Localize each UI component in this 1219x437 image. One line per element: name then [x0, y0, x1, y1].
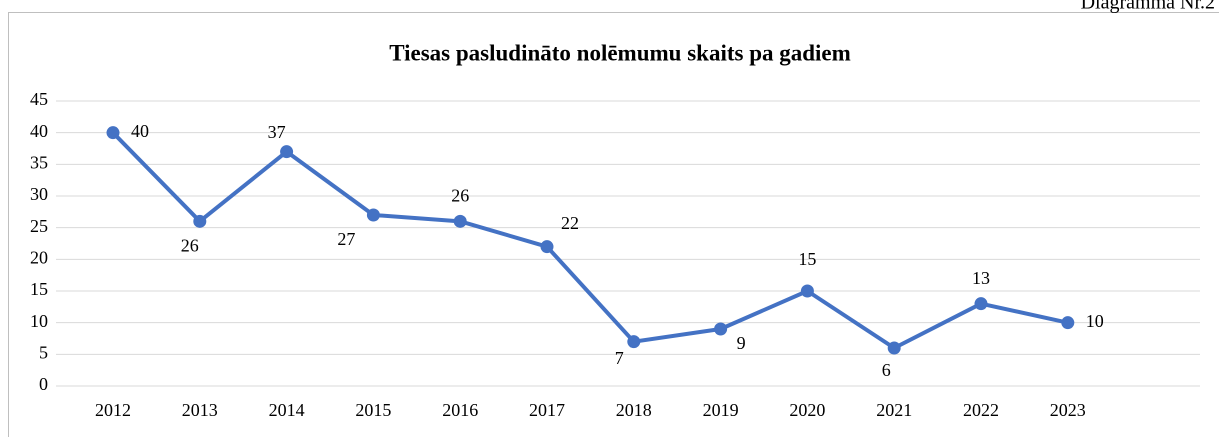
y-tick-label: 40 [30, 121, 48, 141]
y-tick-label: 15 [30, 279, 48, 299]
y-tick-label: 0 [39, 374, 48, 394]
x-tick-label: 2018 [616, 400, 652, 420]
x-tick-label: 2023 [1050, 400, 1086, 420]
x-tick-label: 2020 [789, 400, 825, 420]
chart-title: Tiesas pasludināto nolēmumu skaits pa ga… [389, 40, 851, 65]
marker [887, 341, 901, 355]
y-tick-label: 35 [30, 152, 48, 172]
y-tick-label: 25 [30, 216, 48, 236]
marker [453, 214, 467, 228]
chart-frame [8, 12, 1219, 437]
x-tick-label: 2022 [963, 400, 999, 420]
marker [714, 322, 728, 336]
marker [106, 126, 120, 140]
data-label: 9 [737, 333, 746, 353]
caption: Diagramma Nr.2 [1081, 0, 1215, 14]
y-tick-label: 20 [30, 247, 48, 267]
x-tick-label: 2012 [95, 400, 131, 420]
data-label: 22 [561, 213, 579, 233]
data-label: 6 [882, 360, 891, 380]
line [111, 131, 1069, 350]
marker [800, 284, 814, 298]
x-tick-label: 2021 [876, 400, 912, 420]
data-label: 13 [972, 268, 990, 288]
x-tick-label: 2015 [355, 400, 391, 420]
y-tick-label: 5 [39, 342, 48, 362]
data-label: 27 [337, 229, 355, 249]
marker [193, 214, 207, 228]
y-tick-label: 45 [30, 89, 48, 109]
x-tick-label: 2013 [182, 400, 218, 420]
marker [974, 297, 988, 311]
data-label: 10 [1086, 311, 1104, 331]
x-tick-label: 2017 [529, 400, 565, 420]
marker [540, 240, 554, 254]
y-tick-label: 30 [30, 184, 48, 204]
data-label: 40 [131, 121, 149, 141]
marker [366, 208, 380, 222]
data-label: 7 [615, 348, 624, 368]
data-label: 26 [451, 185, 469, 205]
data-label: 37 [268, 122, 286, 142]
marker [280, 145, 294, 159]
marker [1061, 316, 1075, 330]
y-tick-label: 10 [30, 311, 48, 331]
data-label: 26 [181, 235, 199, 255]
x-tick-label: 2014 [269, 400, 305, 420]
marker [627, 335, 641, 349]
x-tick-label: 2016 [442, 400, 478, 420]
x-tick-label: 2019 [703, 400, 739, 420]
data-label: 15 [798, 249, 816, 269]
